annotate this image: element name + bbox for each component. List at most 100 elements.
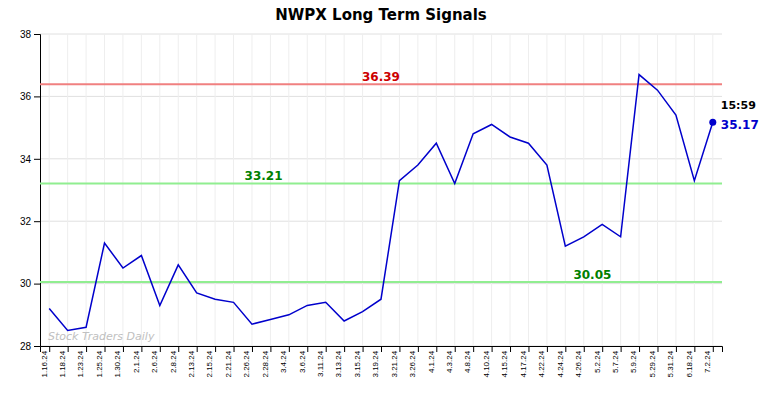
- tick: 3.6.24: [298, 346, 308, 373]
- tick-mark: [234, 346, 235, 352]
- tick-label: 4.22.24: [537, 350, 546, 377]
- tick: 5.29.24: [648, 346, 658, 378]
- tick: 3.21.24: [390, 346, 400, 378]
- grid-line: [473, 34, 474, 346]
- last-point: [709, 119, 716, 126]
- grid-line: [251, 34, 252, 346]
- grid-line: [196, 34, 197, 346]
- grid-line: [565, 34, 566, 346]
- tick-mark: [326, 346, 327, 352]
- tick-mark: [68, 346, 69, 352]
- price-label: 35.17: [721, 118, 759, 132]
- tick: 1.23.24: [76, 346, 86, 378]
- grid: [40, 34, 722, 346]
- tick: 2.8.24: [169, 346, 179, 373]
- tick: 1.30.24: [113, 346, 123, 378]
- grid-line: [344, 34, 345, 346]
- tick-label: 7.2.24: [703, 350, 712, 373]
- tick: 5.2.24: [592, 346, 602, 373]
- axis-line: [41, 347, 723, 353]
- tick: 36: [20, 91, 40, 102]
- grid-line: [178, 34, 179, 346]
- tick: 2.26.24: [242, 346, 252, 378]
- tick-mark: [197, 346, 198, 352]
- tick: 4.10.24: [482, 346, 492, 378]
- tick: 30: [20, 278, 40, 289]
- tick-label: 1.16.24: [40, 350, 49, 377]
- grid-line: [436, 34, 437, 346]
- signal-label: 30.05: [573, 268, 611, 282]
- grid-line: [233, 34, 234, 346]
- tick-mark: [141, 346, 142, 352]
- tick-mark: [418, 346, 419, 352]
- tick-mark: [160, 346, 161, 352]
- tick: 1.18.24: [58, 346, 68, 378]
- tick: 3.15.24: [353, 346, 363, 378]
- chart: 2830323436381.16.241.18.241.23.241.25.24…: [0, 0, 784, 398]
- tick-mark: [657, 346, 658, 352]
- tick: 6.18.24: [685, 346, 695, 378]
- tick: 2.13.24: [187, 346, 197, 378]
- tick-label: 4.24.24: [556, 350, 565, 377]
- tick: 2.21.24: [224, 346, 234, 378]
- grid-line: [141, 34, 142, 346]
- tick-label: 34: [20, 154, 32, 165]
- tick-label: 4.1.24: [427, 350, 436, 373]
- tick-label: 4.10.24: [482, 350, 491, 377]
- tick-mark: [399, 346, 400, 352]
- tick-mark: [455, 346, 456, 352]
- grid-line: [510, 34, 511, 346]
- tick: 4.22.24: [537, 346, 547, 378]
- tick-mark: [436, 346, 437, 352]
- grid-line: [67, 34, 68, 346]
- tick-mark: [510, 346, 511, 352]
- tick: 4.17.24: [519, 346, 529, 378]
- x-axis: 1.16.241.18.241.23.241.25.241.30.242.1.2…: [40, 346, 723, 378]
- tick-label: 1.25.24: [95, 350, 104, 377]
- tick-label: 3.15.24: [353, 350, 362, 377]
- tick-mark: [363, 346, 364, 352]
- tick-label: 4.8.24: [463, 350, 472, 373]
- tick-mark: [215, 346, 216, 352]
- grid-line: [288, 34, 289, 346]
- tick: 4.1.24: [427, 346, 437, 373]
- tick-label: 5.9.24: [629, 350, 638, 373]
- tick-label: 3.6.24: [298, 350, 307, 373]
- tick-label: 2.6.24: [150, 350, 159, 373]
- tick-label: 4.26.24: [574, 350, 583, 377]
- tick-label: 5.2.24: [592, 350, 601, 373]
- tick-label: 3.4.24: [279, 350, 288, 373]
- tick-mark: [34, 221, 40, 222]
- tick-label: 2.8.24: [169, 350, 178, 373]
- tick: 32: [20, 216, 40, 227]
- tick: 4.3.24: [445, 346, 455, 373]
- tick-label: 2.15.24: [205, 350, 214, 377]
- tick-mark: [270, 346, 271, 352]
- tick-label: 30: [20, 278, 32, 289]
- grid-line: [104, 34, 105, 346]
- tick: 3.19.24: [371, 346, 381, 378]
- tick-mark: [639, 346, 640, 352]
- grid-line: [602, 34, 603, 346]
- tick-mark: [676, 346, 677, 352]
- tick-mark: [381, 346, 382, 352]
- tick-mark: [602, 346, 603, 352]
- annotations: 36.3933.2130.0515:5935.17Stock Traders D…: [48, 70, 759, 343]
- grid-line: [307, 34, 308, 346]
- tick-label: 1.30.24: [113, 350, 122, 377]
- tick: 5.7.24: [611, 346, 621, 373]
- axis-line: [34, 35, 41, 347]
- tick-mark: [694, 346, 695, 352]
- tick-label: 3.26.24: [408, 350, 417, 377]
- tick: 3.11.24: [316, 346, 326, 377]
- tick-label: 5.29.24: [648, 350, 657, 377]
- signal-line: [40, 281, 722, 283]
- tick-mark: [565, 346, 566, 352]
- tick: 3.4.24: [279, 346, 289, 373]
- tick: 5.9.24: [629, 346, 639, 373]
- tick-mark: [492, 346, 493, 352]
- tick-mark: [547, 346, 548, 352]
- tick-mark: [86, 346, 87, 352]
- grid-line: [694, 34, 695, 346]
- grid-line: [491, 34, 492, 346]
